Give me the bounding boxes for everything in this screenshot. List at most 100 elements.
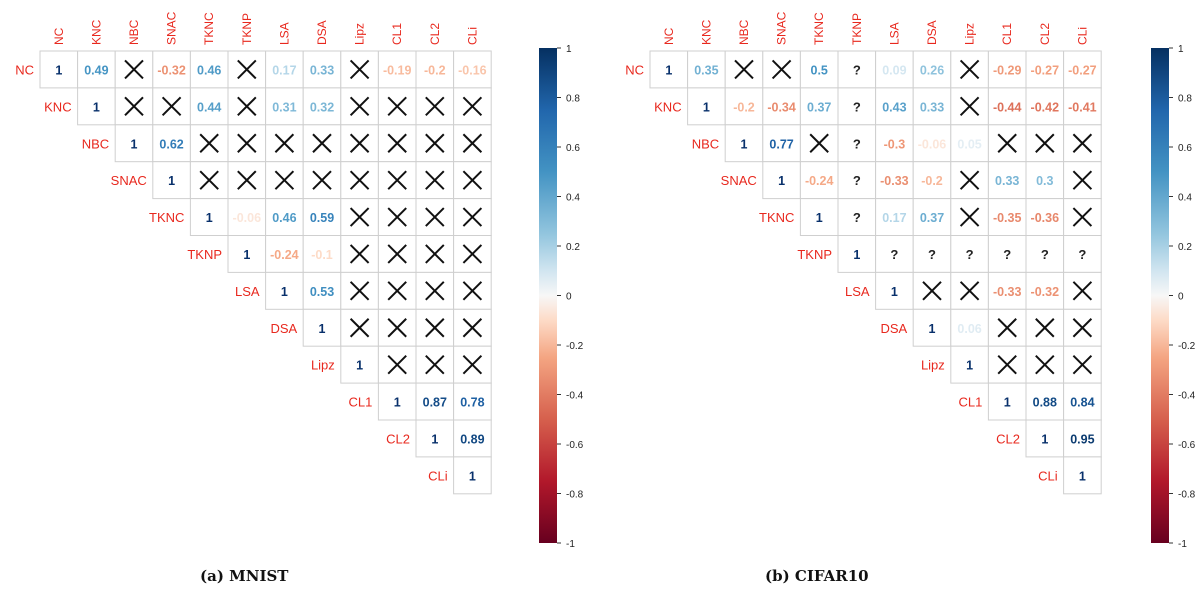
cell-value: 1 — [131, 137, 138, 151]
cell-value: ? — [853, 99, 861, 114]
cross-mark — [462, 318, 483, 338]
cross-mark — [425, 354, 445, 375]
cell-value: 1 — [394, 396, 401, 410]
cell-value: 1 — [703, 100, 710, 114]
heatmap-cell — [762, 161, 801, 200]
color-bar-label: 0.4 — [1178, 193, 1192, 204]
cross-mark — [312, 170, 332, 190]
cell-value: ? — [853, 136, 861, 151]
cross-mark — [1072, 354, 1093, 375]
cell-value: ? — [928, 247, 936, 262]
heatmap-cell — [950, 124, 989, 163]
column-label: Lipz — [353, 23, 367, 45]
row-label: SNAC — [111, 173, 147, 188]
cell-value: 1 — [243, 248, 250, 262]
row-label: TKNC — [759, 210, 794, 225]
heatmap-cell — [189, 198, 229, 237]
color-bar-label: 0.2 — [566, 242, 580, 253]
cell-value: -0.34 — [767, 100, 796, 114]
cross-mark — [959, 59, 980, 80]
cell-value: -0.27 — [1068, 63, 1097, 77]
cell-value: 0.77 — [769, 137, 793, 151]
column-label: LSA — [887, 22, 901, 45]
heatmap-cell — [152, 124, 191, 163]
cell-value: 0.35 — [694, 63, 718, 77]
cross-mark — [462, 244, 483, 264]
heatmap-cell — [649, 50, 689, 89]
cross-mark — [997, 354, 1017, 375]
column-label: NBC — [737, 19, 751, 45]
cross-mark — [124, 96, 144, 117]
color-bar — [1151, 48, 1169, 543]
cross-mark — [959, 281, 980, 301]
heatmap-cell — [453, 345, 492, 384]
cell-value: 0.37 — [807, 100, 831, 114]
cell-value: -0.3 — [884, 137, 906, 151]
cross-mark — [199, 170, 219, 190]
column-label: KNC — [89, 19, 103, 45]
cross-mark — [809, 133, 829, 153]
row-label: TKNP — [187, 247, 222, 262]
heatmap-cell — [227, 235, 267, 273]
cross-mark — [959, 170, 980, 190]
cross-mark — [124, 59, 144, 80]
color-bar-label: 0.8 — [1178, 94, 1192, 105]
cell-value: -0.24 — [805, 174, 834, 188]
heatmap-cell — [950, 308, 989, 347]
column-label: TKNC — [812, 12, 826, 45]
cell-value: ? — [853, 210, 861, 225]
heatmap-cell — [799, 50, 839, 89]
cross-mark — [462, 170, 483, 190]
row-label: CL2 — [386, 431, 410, 446]
color-bar-label: 0.2 — [1178, 242, 1192, 253]
cell-value: 0.44 — [197, 100, 221, 114]
cell-value: -0.32 — [1031, 285, 1060, 299]
color-bar — [539, 48, 557, 543]
column-label: NC — [52, 27, 66, 45]
cell-value: 0.87 — [423, 396, 447, 410]
row-label: Lipz — [311, 358, 335, 373]
cell-value: ? — [966, 247, 974, 262]
cross-mark — [349, 170, 370, 190]
heatmap-cell — [453, 456, 492, 495]
heatmap-cell — [265, 87, 304, 126]
column-label: LSA — [277, 22, 291, 45]
cell-value: 1 — [206, 211, 213, 225]
row-label: NC — [625, 62, 644, 77]
column-label: CLi — [465, 27, 479, 45]
column-label: CL1 — [1000, 23, 1014, 45]
cross-mark — [425, 244, 445, 264]
cell-value: -0.06 — [918, 137, 947, 151]
cross-mark — [237, 133, 257, 153]
cross-mark — [237, 170, 257, 190]
cell-value: 0.53 — [310, 285, 334, 299]
heatmap-cell — [1063, 50, 1102, 89]
cross-mark — [1072, 318, 1093, 338]
cross-mark — [387, 170, 407, 190]
cell-value: 0.09 — [882, 63, 906, 77]
row-label: Lipz — [921, 358, 945, 373]
cell-value: 1 — [778, 174, 785, 188]
cross-mark — [387, 96, 407, 117]
cell-value: 0.26 — [920, 63, 944, 77]
heatmap-cell — [415, 382, 455, 421]
cell-value: 0.5 — [811, 63, 828, 77]
heatmap-cell — [1063, 87, 1102, 126]
color-bar-label: 1 — [1178, 44, 1184, 55]
cell-value: 1 — [319, 322, 326, 336]
heatmap-cell — [799, 198, 839, 237]
cross-mark — [387, 207, 407, 227]
row-label: NC — [15, 62, 34, 77]
cell-value: 1 — [665, 63, 672, 77]
heatmap-cell — [799, 124, 839, 163]
heatmap-cell — [377, 50, 417, 89]
cell-value: ? — [1041, 247, 1049, 262]
cross-mark — [237, 59, 257, 80]
cell-value: 0.33 — [310, 63, 334, 77]
cross-mark — [997, 318, 1017, 338]
column-label: CL2 — [1038, 23, 1052, 45]
cell-value: 1 — [93, 100, 100, 114]
heatmap-cell — [875, 161, 914, 200]
cross-mark — [349, 59, 370, 80]
heatmap-cell — [1063, 419, 1102, 458]
